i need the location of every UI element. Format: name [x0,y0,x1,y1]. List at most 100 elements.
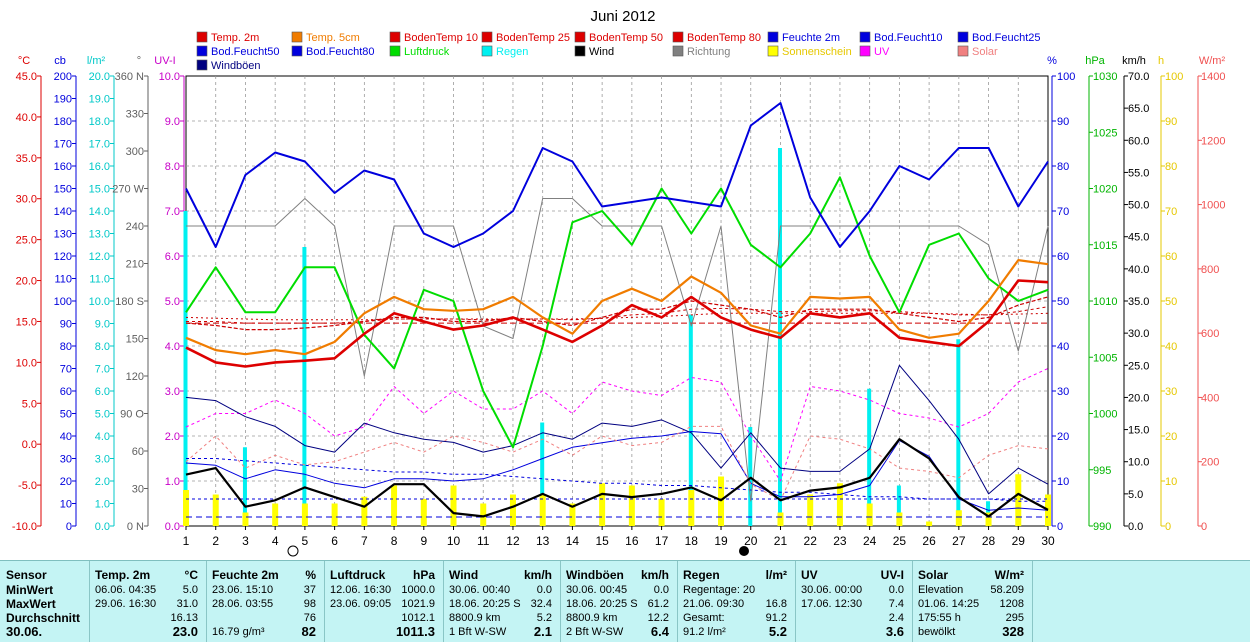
new-moon-icon [739,546,749,556]
stats-column: Windböen km/h 30.06. 00:45 0.0 18.06. 20:25 … [560,561,678,642]
solar-axis-unit: W/m² [1199,55,1226,67]
x-tick-label: 9 [420,534,427,548]
x-tick-label: 22 [804,534,818,548]
sunshine-bar [807,494,814,526]
stat-value: 12.2 [647,612,669,624]
cb-tick-label: 50 [60,409,72,421]
hum-tick-label: 0 [1057,521,1063,533]
column-header: UV [801,568,818,582]
x-axis-ticks: 1 2 3 4 5 6 7 8 9 10 11 12 13 14 15 16 17 18 19 20 21 22 23 24 2… [183,526,1055,548]
x-tick-label: 1 [183,534,190,548]
stats-column: Temp. 2m °C 06.06. 04:35 5.0 29.06. 16:30 31.… [89,561,207,642]
uv-tick-label: 1.0 [165,476,180,488]
press-tick-label: 1030 [1093,71,1117,83]
x-tick-label: 29 [1012,534,1026,548]
sun-tick-label: 10 [1165,476,1177,488]
stat-value: 76 [303,612,316,624]
series-temp-2m [185,279,1049,368]
temp-tick-label: 35.0 [16,153,37,165]
column-header: Temp. 2m [95,568,151,582]
stats-column: UV UV-I 30.06. 00:00 0.0 17.06. 12:30 7.4 2.4 3… [795,561,913,642]
hum-tick-label: 100 [1057,71,1075,83]
sunshine-bar [688,490,695,526]
temp-tick-label: 25.0 [16,235,37,247]
column-header: Luftdruck [330,568,386,582]
hum-tick-label: 20 [1057,431,1069,443]
stat-value: 23.0 [172,624,198,639]
solar-tick-label: 1200 [1201,135,1225,147]
legend-swatch [672,45,684,57]
press-tick-label: 1010 [1093,296,1117,308]
wind-tick-label: 30.0 [1128,328,1149,340]
temp-tick-label: 30.0 [16,194,37,206]
uv-tick-label: 7.0 [165,206,180,218]
hum-tick-label: 40 [1057,341,1069,353]
legend-swatch [196,45,208,57]
temp-tick-label: -10.0 [12,521,37,533]
x-tick-label: 21 [774,534,788,548]
wind-tick-label: 10.0 [1128,457,1149,469]
x-tick-label: 11 [477,534,490,548]
stat-detail: Elevation [918,584,964,596]
stat-detail: 29.06. 16:30 [95,598,157,610]
wind-tick-label: 0.0 [1128,521,1143,533]
stat-value: 0.0 [888,584,904,596]
x-tick-label: 23 [833,534,847,548]
axes: 45.0 40.0 35.0 30.0 25.0 20.0 15.0 10.0 5.0 0.0 -5… [12,55,1226,533]
stat-value: 5.2 [768,624,787,639]
cb-tick-label: 130 [54,229,72,241]
wind-tick-label: 60.0 [1128,135,1149,147]
column-header: Wind [449,568,479,582]
hum-tick-label: 80 [1057,161,1069,173]
wind-tick-label: 5.0 [1128,489,1143,501]
x-tick-label: 15 [595,534,609,548]
cb-tick-label: 30 [60,454,72,466]
legend-label: Windböen [211,60,261,72]
sunshine-bar [361,496,368,526]
press-tick-label: 995 [1093,465,1111,477]
stats-column: Wind km/h 30.06. 00:40 0.0 18.06. 20:25 S 32.… [443,561,561,642]
column-unit: km/h [523,568,552,582]
cb-tick-label: 140 [54,206,72,218]
wind-tick-label: 55.0 [1128,167,1149,179]
sunshine-bar [1015,474,1022,526]
sunshine-bar [569,503,576,526]
cb-tick-label: 20 [60,476,72,488]
dir-tick-label: 180 S [115,296,144,308]
series-luftdruck [185,176,1049,449]
rain-tick-label: 19.0 [89,94,110,106]
dir-tick-label: 240 [126,221,144,233]
sunshine-bar [896,512,903,526]
cb-tick-label: 100 [54,296,72,308]
stats-column: Feuchte 2m% 23.06. 15:10 37 28.06. 03:55 98 7… [206,561,325,642]
sunshine-bar [985,512,992,526]
wind-tick-label: 20.0 [1128,392,1149,404]
stat-detail: 30.06. 00:40 [449,584,511,596]
sun-tick-label: 50 [1165,296,1177,308]
cb-tick-label: 200 [54,71,72,83]
temp-tick-label: -5.0 [18,480,37,492]
stat-detail: 30.06. 00:45 [566,584,628,596]
press-tick-label: 1000 [1093,409,1117,421]
cb-tick-label: 120 [54,251,72,263]
x-tick-label: 26 [922,534,936,548]
stat-detail: 12.06. 16:30 [330,584,392,596]
x-tick-label: 25 [893,534,907,548]
stat-value: 32.4 [530,598,552,610]
legend-label: Wind [589,46,614,58]
dir-tick-label: 300 [126,146,144,158]
wind-tick-label: 40.0 [1128,264,1149,276]
solar-tick-label: 800 [1201,264,1219,276]
sunshine-bar [836,483,843,526]
temp-tick-label: 20.0 [16,276,37,288]
rain-tick-label: 20.0 [89,71,110,83]
stat-detail: 18.06. 20:25 S [566,598,638,610]
sunshine-bar [866,503,873,526]
rain-tick-label: 4.0 [95,431,110,443]
dir-tick-label: 270 W [112,184,144,196]
stat-value: 1208 [999,598,1024,610]
legend-label: Bod.Feucht50 [211,46,280,58]
stat-value: 1021.9 [401,598,435,610]
series-bodentemp-50 [185,312,1049,321]
legend-label: BodenTemp 50 [589,32,663,44]
